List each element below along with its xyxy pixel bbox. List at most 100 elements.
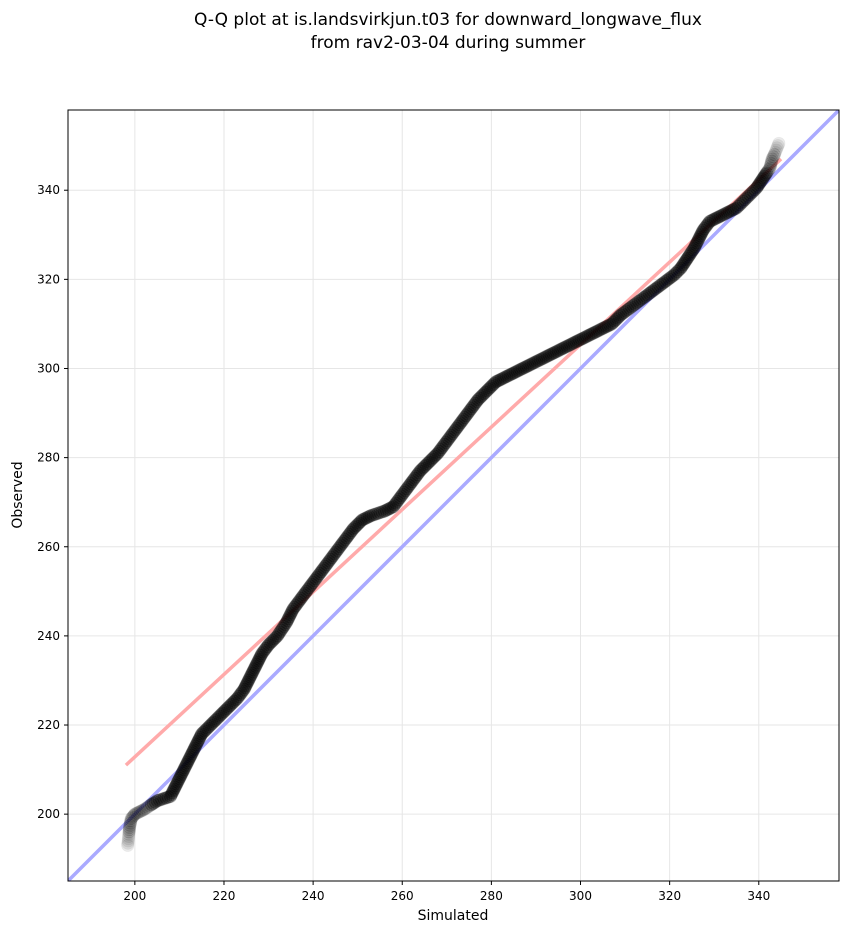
qq-point <box>355 513 369 527</box>
qq-point <box>227 694 241 708</box>
qq-point <box>459 409 473 423</box>
qq-point <box>189 738 203 752</box>
qq-point <box>692 232 706 246</box>
qq-point <box>238 680 252 695</box>
qq-point <box>140 800 155 814</box>
x-tick-label: 200 <box>123 889 146 903</box>
qq-point <box>215 706 230 720</box>
qq-point <box>314 565 328 579</box>
qq-point <box>368 507 383 521</box>
qq-point <box>279 615 293 630</box>
qq-point <box>130 806 144 820</box>
qq-point <box>392 492 406 507</box>
qq-point <box>192 732 206 746</box>
qq-point <box>174 768 188 782</box>
qq-point <box>521 359 535 373</box>
qq-point <box>286 602 300 616</box>
qq-point <box>766 150 780 164</box>
qq-point <box>524 357 539 371</box>
qq-point <box>133 804 147 819</box>
qq-point <box>719 206 733 220</box>
qq-point <box>249 659 263 673</box>
qq-point <box>339 531 354 545</box>
qq-point <box>209 712 224 726</box>
qq-point <box>285 604 299 618</box>
qq-point <box>701 216 716 230</box>
qq-point <box>444 428 458 442</box>
qq-point <box>359 511 373 525</box>
qq-point <box>720 205 735 220</box>
qq-point <box>280 614 294 628</box>
qq-point <box>757 169 771 183</box>
x-tick-label: 240 <box>302 889 325 903</box>
qq-point <box>630 296 644 310</box>
qq-point <box>278 617 292 632</box>
qq-point <box>458 410 472 425</box>
qq-point <box>240 677 254 691</box>
qq-point <box>551 344 565 358</box>
qq-point <box>437 437 452 451</box>
qq-point <box>609 312 623 327</box>
qq-point <box>164 787 178 802</box>
qq-point <box>195 727 209 741</box>
qq-point <box>175 766 189 780</box>
qq-point <box>642 287 656 301</box>
qq-point <box>592 323 606 337</box>
qq-point <box>433 442 448 457</box>
qq-point <box>463 403 477 417</box>
x-tick-label: 340 <box>747 889 770 903</box>
qq-point <box>583 328 597 342</box>
qq-point <box>322 554 336 568</box>
qq-point <box>379 503 393 517</box>
qq-point <box>187 741 202 755</box>
qq-point <box>165 786 179 800</box>
qq-point <box>544 347 558 361</box>
qq-point <box>413 464 427 478</box>
qq-point <box>183 750 197 764</box>
qq-point <box>540 349 555 363</box>
qq-point <box>323 552 338 566</box>
qq-point <box>335 536 350 550</box>
qq-point <box>404 476 418 491</box>
qq-point <box>713 209 728 223</box>
qq-point <box>393 491 407 505</box>
qq-point <box>236 684 250 698</box>
qq-point <box>179 759 193 773</box>
qq-point <box>746 184 760 198</box>
qq-point <box>684 246 698 260</box>
qq-point <box>283 608 297 622</box>
qq-point <box>307 574 322 588</box>
qq-point <box>483 381 497 395</box>
qq-point <box>178 761 192 775</box>
qq-point <box>703 214 717 229</box>
y-tick-label: 200 <box>37 807 60 821</box>
qq-point <box>560 339 574 353</box>
qq-point <box>621 303 635 317</box>
qq-point <box>729 201 744 215</box>
qq-point <box>364 508 378 523</box>
qq-point <box>765 152 779 166</box>
qq-point <box>708 212 722 226</box>
qq-point <box>201 721 215 735</box>
qq-point <box>172 771 187 786</box>
qq-point <box>400 482 414 496</box>
qq-point <box>580 329 594 343</box>
qq-point <box>329 545 343 559</box>
chart-title-line-1: Q-Q plot at is.landsvirkjun.t03 for down… <box>194 10 702 30</box>
qq-point <box>512 363 526 377</box>
qq-point <box>556 341 571 355</box>
qq-point <box>298 586 312 600</box>
qq-point <box>549 344 564 359</box>
qq-point <box>480 384 494 398</box>
qq-point <box>253 650 267 664</box>
qq-point <box>688 239 702 253</box>
qq-point <box>402 478 416 492</box>
qq-point <box>180 755 195 770</box>
qq-point <box>448 423 462 437</box>
qq-point <box>464 401 478 416</box>
qq-point <box>507 366 521 380</box>
qq-point <box>208 713 222 728</box>
qq-point <box>255 647 269 661</box>
qq-point <box>456 412 470 426</box>
qq-point <box>651 280 665 294</box>
